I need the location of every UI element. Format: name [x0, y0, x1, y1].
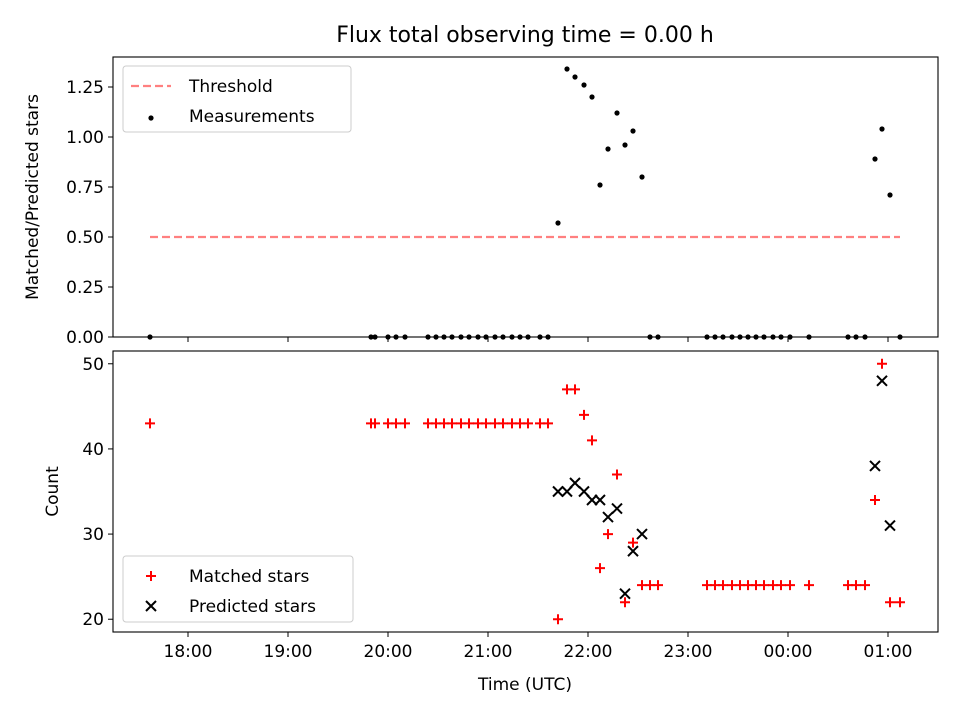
- matched-star-marker: [776, 580, 786, 591]
- matched-star-marker: [895, 597, 905, 608]
- y-tick-label: 0.00: [66, 328, 104, 348]
- ratio-panel: 0.00 0.25 0.50 0.75 1.00 1.25 Matched/Predicte…: [23, 56, 939, 348]
- matched-star-marker: [804, 580, 814, 591]
- measurement-point: [879, 126, 885, 132]
- matched-star-marker: [579, 409, 589, 420]
- y-tick-label: 20: [82, 610, 104, 630]
- matched-star-marker: [587, 435, 597, 446]
- matched-star-marker: [543, 418, 553, 429]
- matched-star-marker: [620, 597, 630, 608]
- matched-star-marker: [464, 418, 474, 429]
- x-tick-label: 00:00: [764, 642, 813, 662]
- legend-box: [122, 65, 352, 133]
- matched-star-marker: [653, 580, 663, 591]
- predicted-star-marker: [869, 460, 881, 472]
- measurement-point: [597, 182, 603, 188]
- x-tick-label: 20:00: [364, 642, 413, 662]
- predicted-star-marker: [594, 494, 606, 506]
- matched-star-marker: [603, 529, 613, 540]
- matched-star-marker: [145, 418, 155, 429]
- matched-star-marker: [391, 418, 401, 429]
- matched-star-marker: [718, 580, 728, 591]
- legend: Matched stars Predicted stars: [122, 555, 354, 623]
- matched-star-marker: [885, 597, 895, 608]
- y-tick-label: 40: [82, 440, 104, 460]
- legend-label: Matched stars: [189, 567, 309, 587]
- y-axis-label: Matched/Predicted stars: [23, 94, 43, 300]
- matched-star-marker: [447, 418, 457, 429]
- series-matched-stars: [145, 358, 905, 625]
- axes-frame: [112, 350, 939, 633]
- legend-matched-swatch: [146, 571, 156, 581]
- x-tick-label: 21:00: [464, 642, 513, 662]
- measurement-point: [581, 82, 587, 88]
- legend: Threshold Measurements: [122, 65, 352, 133]
- series-predicted-stars: [552, 375, 896, 600]
- matched-star-marker: [595, 563, 605, 574]
- measurement-point: [614, 110, 620, 116]
- measurement-point: [630, 128, 636, 134]
- predicted-star-marker: [636, 528, 648, 540]
- y-tick-label: 0.75: [66, 178, 104, 198]
- legend-predicted-swatch: [145, 600, 157, 612]
- matched-star-marker: [851, 580, 861, 591]
- matched-star-marker: [612, 469, 622, 480]
- matched-star-marker: [523, 418, 533, 429]
- x-tick-label: 18:00: [164, 642, 213, 662]
- y-tick-label: 1.25: [66, 78, 104, 98]
- axes-frame: [112, 56, 939, 338]
- legend-label: Measurements: [189, 107, 315, 127]
- measurement-point: [887, 192, 893, 198]
- matched-star-marker: [553, 614, 563, 625]
- x-axis-label: Time (UTC): [477, 675, 572, 695]
- x-tick-label: 23:00: [664, 642, 713, 662]
- x-tick-label: 19:00: [264, 642, 313, 662]
- matched-star-marker: [870, 495, 880, 506]
- legend-label: Threshold: [188, 77, 273, 97]
- predicted-star-marker: [602, 511, 614, 523]
- matched-star-marker: [860, 580, 870, 591]
- legend-box: [122, 555, 354, 623]
- y-tick-label: 1.00: [66, 128, 104, 148]
- y-tick-label: 30: [82, 525, 104, 545]
- predicted-star-marker: [619, 587, 631, 600]
- measurement-point: [555, 220, 561, 226]
- y-tick-label: 0.25: [66, 278, 104, 298]
- predicted-star-marker: [876, 375, 888, 387]
- matched-star-marker: [498, 418, 508, 429]
- matched-star-marker: [570, 384, 580, 395]
- legend-label: Predicted stars: [189, 597, 316, 617]
- x-tick-label: 01:00: [864, 642, 913, 662]
- measurement-point: [639, 174, 645, 180]
- predicted-star-marker: [884, 519, 896, 532]
- legend-measurement-swatch: [148, 115, 154, 121]
- matched-star-marker: [759, 580, 769, 591]
- measurement-point: [872, 156, 878, 162]
- matched-star-marker: [370, 418, 380, 429]
- measurement-point: [572, 74, 578, 80]
- measurement-point: [622, 142, 628, 148]
- matched-star-marker: [400, 418, 410, 429]
- predicted-star-marker: [611, 502, 623, 515]
- chart-title: Flux total observing time = 0.00 h: [336, 23, 714, 48]
- predicted-star-marker: [569, 477, 581, 489]
- measurement-point: [589, 94, 595, 100]
- matched-star-marker: [877, 358, 887, 369]
- measurement-point: [564, 66, 570, 72]
- measurement-point: [605, 146, 611, 152]
- matched-star-marker: [481, 418, 491, 429]
- y-axis-label: Count: [43, 466, 63, 517]
- y-tick-label: 50: [82, 355, 104, 375]
- matched-star-marker: [785, 580, 795, 591]
- x-tick-label: 22:00: [564, 642, 613, 662]
- count-panel: 20 30 40 50 18:00 19:00 20:00 21:00 22:00 23:00 00…: [43, 350, 939, 662]
- y-tick-label: 0.50: [66, 228, 104, 248]
- matched-star-marker: [628, 537, 638, 548]
- predicted-star-marker: [552, 485, 564, 498]
- predicted-star-marker: [627, 545, 639, 557]
